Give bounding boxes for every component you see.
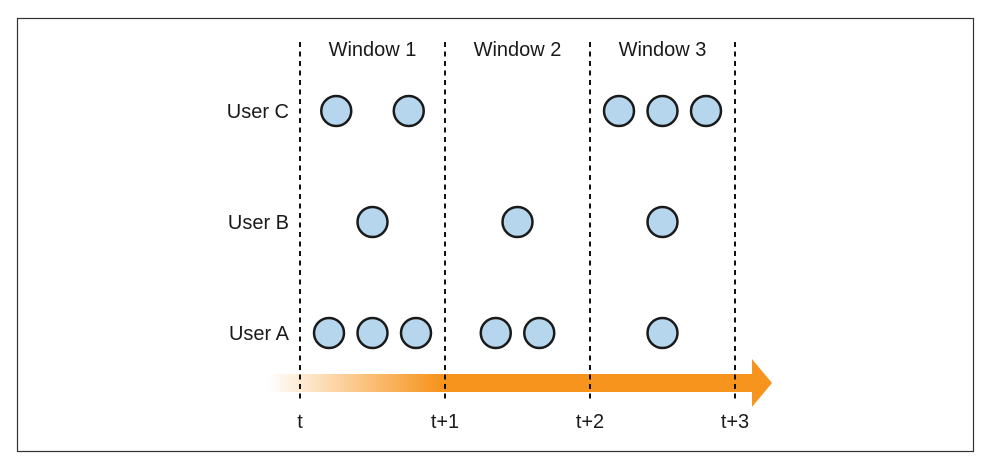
- event-circle: [320, 94, 353, 128]
- time-arrow-shaft: [268, 374, 754, 392]
- boundary-label: t+1: [431, 411, 459, 433]
- user-label: User B: [228, 212, 289, 234]
- window-label: Window 1: [329, 39, 417, 61]
- window-label: Window 3: [619, 39, 707, 61]
- event-circle: [602, 94, 636, 128]
- event-circle: [356, 205, 389, 239]
- boundary-labels: t t+1 t+2 t+3: [297, 411, 749, 433]
- boundary-label: t+3: [721, 411, 749, 433]
- boundary-label: t: [297, 411, 303, 433]
- event-markers: [312, 94, 723, 350]
- arrow-right-icon: [752, 359, 772, 407]
- event-circle: [501, 205, 534, 239]
- event-circle: [479, 316, 512, 350]
- user-label: User A: [229, 323, 290, 345]
- window-label: Window 2: [474, 39, 562, 61]
- event-circle: [312, 316, 346, 350]
- event-circle: [646, 205, 679, 239]
- window-dividers: [299, 42, 736, 402]
- event-circle: [689, 94, 723, 128]
- user-labels: User C User B User A: [227, 101, 290, 345]
- window-labels: Window 1 Window 2 Window 3: [329, 39, 707, 61]
- event-circle: [392, 94, 425, 128]
- event-circle: [356, 316, 389, 350]
- event-circle: [646, 94, 679, 128]
- user-label: User C: [227, 101, 289, 123]
- boundary-label: t+2: [576, 411, 604, 433]
- time-arrow: [268, 359, 772, 407]
- event-circle: [646, 316, 679, 350]
- event-circle: [399, 316, 433, 350]
- event-circle: [523, 316, 556, 350]
